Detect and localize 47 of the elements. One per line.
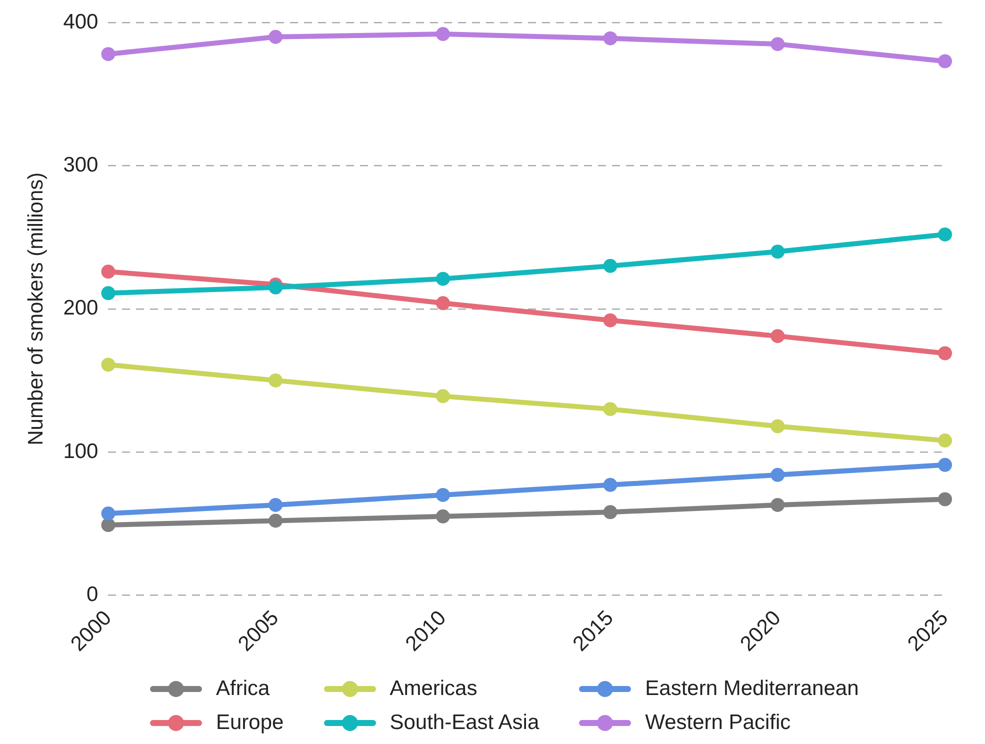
point bbox=[938, 434, 952, 448]
point bbox=[770, 37, 785, 52]
y-tick-label: 0 bbox=[86, 582, 98, 606]
point bbox=[770, 498, 785, 512]
point bbox=[436, 27, 450, 42]
point bbox=[101, 264, 116, 279]
point bbox=[603, 505, 618, 520]
legend-label: Eastern Mediterranean bbox=[645, 677, 859, 701]
point bbox=[268, 373, 283, 388]
point bbox=[436, 272, 450, 286]
point bbox=[436, 509, 450, 524]
y-axis-title: Number of smokers (millions) bbox=[24, 172, 48, 446]
point bbox=[101, 358, 116, 372]
legend-label: Western Pacific bbox=[645, 711, 791, 735]
point bbox=[436, 389, 450, 404]
point bbox=[770, 419, 785, 434]
point bbox=[770, 329, 785, 344]
point bbox=[436, 296, 450, 310]
y-tick-label: 300 bbox=[63, 154, 98, 177]
point bbox=[268, 514, 283, 528]
point bbox=[938, 54, 952, 68]
point bbox=[938, 346, 952, 360]
legend-label: Europe bbox=[216, 711, 284, 735]
legend-label: Americas bbox=[390, 677, 478, 701]
point bbox=[603, 313, 618, 328]
point bbox=[603, 258, 618, 273]
point bbox=[101, 518, 116, 532]
y-tick-label: 100 bbox=[63, 440, 98, 463]
y-tick-label: 400 bbox=[63, 10, 98, 34]
y-tick-label: 200 bbox=[63, 296, 98, 320]
point bbox=[770, 468, 785, 482]
point bbox=[268, 30, 283, 44]
point bbox=[101, 47, 116, 62]
point bbox=[101, 506, 116, 521]
point bbox=[436, 488, 450, 502]
point bbox=[770, 244, 785, 259]
point bbox=[101, 286, 116, 300]
point bbox=[603, 31, 618, 46]
point bbox=[938, 492, 952, 506]
point bbox=[268, 280, 283, 294]
point bbox=[603, 478, 618, 492]
point bbox=[268, 498, 283, 512]
legend-label: South-East Asia bbox=[390, 711, 540, 735]
point bbox=[938, 458, 952, 472]
legend-label: Africa bbox=[216, 677, 270, 701]
point bbox=[603, 402, 618, 416]
point bbox=[938, 227, 952, 242]
